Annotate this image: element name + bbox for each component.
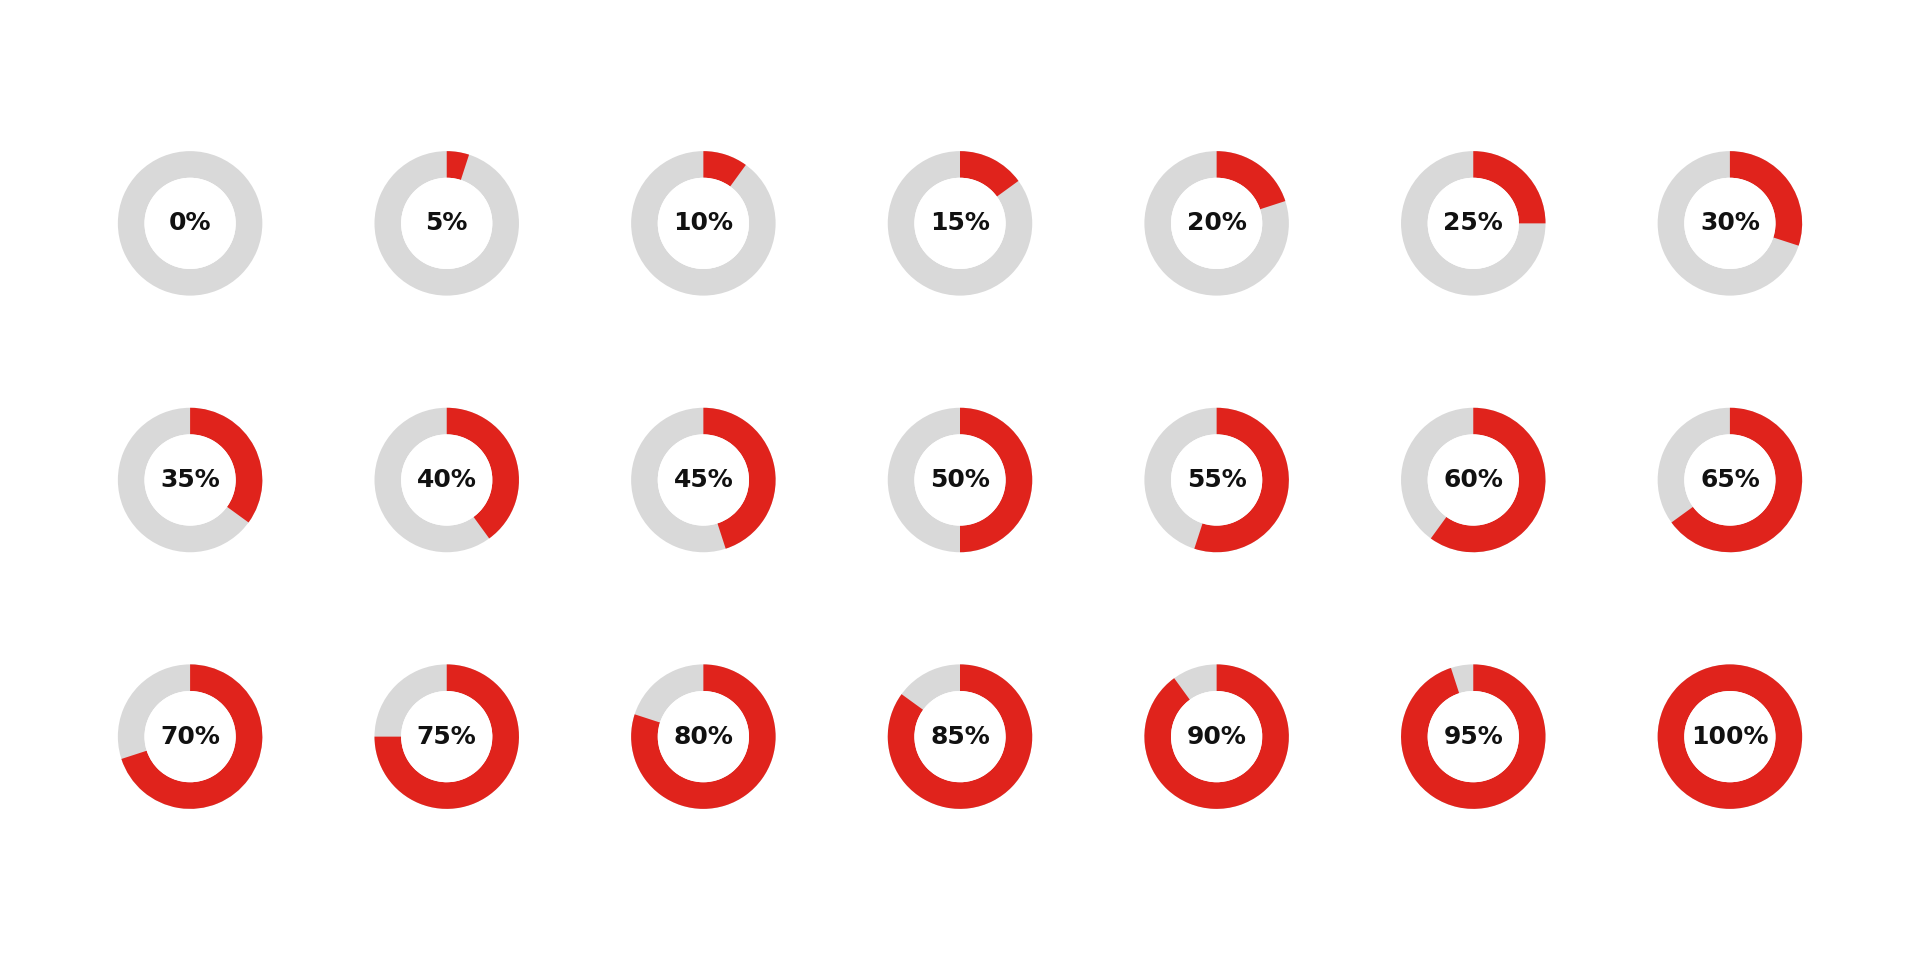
Wedge shape (887, 664, 1033, 809)
Wedge shape (374, 151, 518, 296)
Wedge shape (887, 151, 1033, 296)
Wedge shape (1657, 664, 1803, 809)
Wedge shape (632, 151, 776, 296)
Circle shape (914, 691, 1006, 782)
Wedge shape (1144, 151, 1288, 296)
Wedge shape (1402, 664, 1546, 809)
Text: 5%: 5% (426, 211, 468, 235)
Wedge shape (1402, 664, 1546, 809)
Wedge shape (632, 664, 776, 809)
Wedge shape (121, 664, 263, 809)
Wedge shape (1430, 408, 1546, 552)
Text: 0%: 0% (169, 211, 211, 235)
Wedge shape (1144, 408, 1288, 552)
Text: 55%: 55% (1187, 468, 1246, 492)
Circle shape (401, 178, 492, 269)
Wedge shape (447, 408, 518, 539)
Circle shape (914, 434, 1006, 526)
Text: 25%: 25% (1444, 211, 1503, 235)
Text: 90%: 90% (1187, 725, 1246, 749)
Text: 45%: 45% (674, 468, 733, 492)
Wedge shape (1657, 408, 1803, 552)
Circle shape (659, 434, 749, 526)
Wedge shape (703, 151, 745, 186)
Wedge shape (1657, 664, 1803, 809)
Circle shape (144, 178, 236, 269)
Wedge shape (1657, 151, 1803, 296)
Circle shape (914, 178, 1006, 269)
Wedge shape (1402, 408, 1546, 552)
Text: 50%: 50% (929, 468, 991, 492)
Wedge shape (190, 408, 263, 522)
Circle shape (1428, 691, 1519, 782)
Circle shape (1428, 178, 1519, 269)
Wedge shape (1194, 408, 1288, 552)
Circle shape (659, 178, 749, 269)
Wedge shape (374, 664, 518, 809)
Circle shape (144, 691, 236, 782)
Circle shape (1171, 178, 1261, 269)
Circle shape (1428, 434, 1519, 526)
Wedge shape (1402, 151, 1546, 296)
Wedge shape (632, 408, 776, 552)
Wedge shape (447, 151, 468, 180)
Wedge shape (1144, 664, 1288, 809)
Wedge shape (1473, 151, 1546, 224)
Text: 30%: 30% (1699, 211, 1761, 235)
Text: 15%: 15% (929, 211, 991, 235)
Text: 20%: 20% (1187, 211, 1246, 235)
Wedge shape (1217, 151, 1284, 209)
Circle shape (1684, 178, 1776, 269)
Wedge shape (374, 408, 518, 552)
Wedge shape (1730, 151, 1803, 246)
Text: 95%: 95% (1444, 725, 1503, 749)
Circle shape (1684, 691, 1776, 782)
Text: 60%: 60% (1444, 468, 1503, 492)
Text: 100%: 100% (1692, 725, 1768, 749)
Circle shape (401, 691, 492, 782)
Text: 70%: 70% (159, 725, 221, 749)
Text: 35%: 35% (159, 468, 221, 492)
Wedge shape (374, 664, 518, 809)
Circle shape (1171, 434, 1261, 526)
Circle shape (1684, 434, 1776, 526)
Wedge shape (117, 408, 263, 552)
Circle shape (401, 434, 492, 526)
Text: 85%: 85% (929, 725, 991, 749)
Text: 75%: 75% (417, 725, 476, 749)
Text: 40%: 40% (417, 468, 476, 492)
Text: 65%: 65% (1699, 468, 1761, 492)
Circle shape (659, 691, 749, 782)
Wedge shape (887, 408, 1033, 552)
Wedge shape (960, 408, 1033, 552)
Text: 80%: 80% (674, 725, 733, 749)
Wedge shape (632, 664, 776, 809)
Wedge shape (117, 664, 263, 809)
Wedge shape (117, 151, 263, 296)
Circle shape (1171, 691, 1261, 782)
Wedge shape (1672, 408, 1803, 552)
Wedge shape (703, 408, 776, 549)
Wedge shape (960, 151, 1018, 197)
Wedge shape (1144, 664, 1288, 809)
Circle shape (144, 434, 236, 526)
Wedge shape (887, 664, 1033, 809)
Text: 10%: 10% (674, 211, 733, 235)
